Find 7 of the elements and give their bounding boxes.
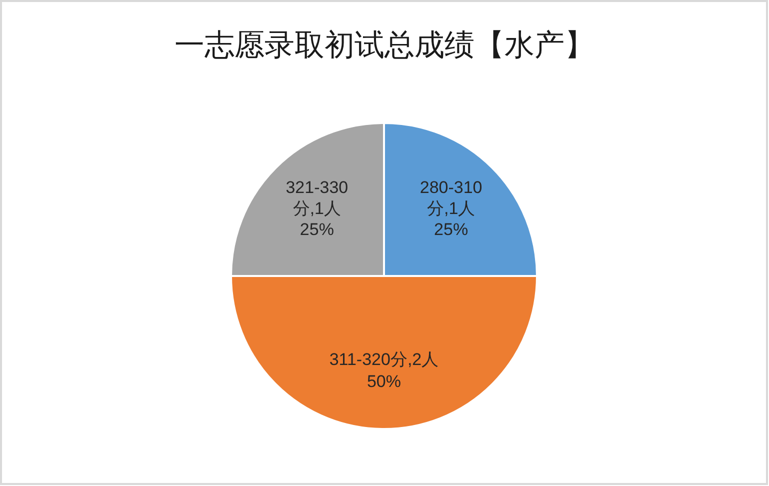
slice-label: 280-310分,1人: [418, 176, 484, 220]
data-label: 25%: [298, 219, 335, 241]
data-label: 50%: [366, 370, 402, 392]
slice-label: 321-330分,1人: [284, 176, 350, 220]
data-label: 25%: [433, 219, 470, 241]
slice-label: 311-320分,2人: [328, 349, 440, 371]
chart-title: 一志愿录取初试总成绩【水产】: [174, 28, 594, 63]
